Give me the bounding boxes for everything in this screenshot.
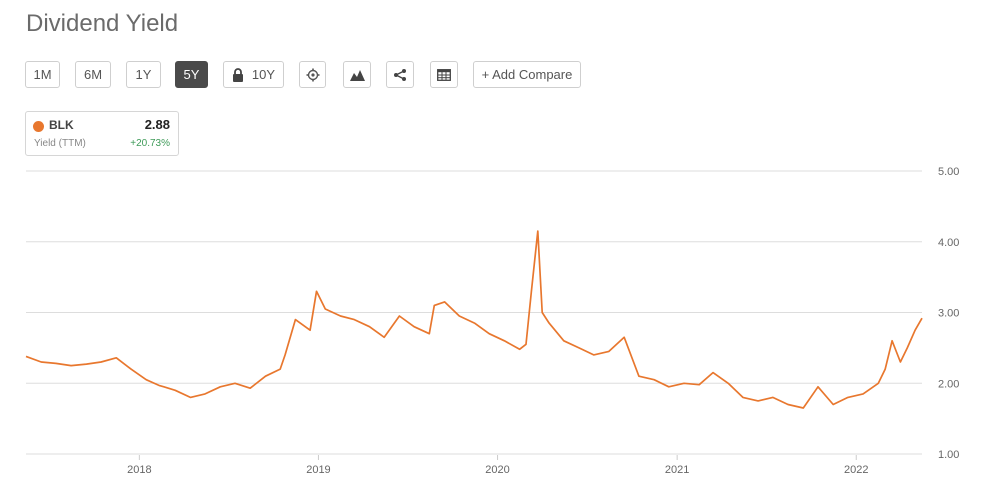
mountain-chart-icon bbox=[349, 68, 365, 81]
x-tick-label: 2020 bbox=[485, 464, 509, 476]
y-tick-label: 1.00 bbox=[938, 449, 959, 461]
table-view-button[interactable] bbox=[430, 61, 458, 88]
y-tick-label: 5.00 bbox=[938, 166, 959, 178]
series-line-blk bbox=[25, 230, 923, 409]
range-1y-button[interactable]: 1Y bbox=[126, 61, 161, 88]
x-tick-label: 2021 bbox=[665, 464, 689, 476]
dividend-yield-chart: 5.00 4.00 3.00 2.00 1.00 2018 2019 2020 2021 202… bbox=[25, 166, 959, 476]
share-button[interactable] bbox=[386, 61, 414, 88]
table-icon bbox=[437, 68, 451, 81]
page-title: Dividend Yield bbox=[26, 10, 179, 37]
legend-ticker: BLK bbox=[49, 118, 74, 132]
chart-type-button[interactable] bbox=[343, 61, 371, 88]
y-tick-label: 4.00 bbox=[938, 237, 959, 249]
gear-icon bbox=[306, 68, 320, 82]
x-tick-label: 2022 bbox=[844, 464, 868, 476]
legend-metric: Yield (TTM) bbox=[34, 138, 86, 149]
y-tick-label: 2.00 bbox=[938, 378, 959, 390]
y-tick-label: 3.00 bbox=[938, 308, 959, 320]
add-compare-button[interactable]: + Add Compare bbox=[473, 61, 581, 88]
range-1m-button[interactable]: 1M bbox=[25, 61, 60, 88]
lock-icon bbox=[232, 67, 244, 82]
x-tick-label: 2019 bbox=[306, 464, 330, 476]
range-10y-label: 10Y bbox=[251, 67, 276, 82]
range-5y-button[interactable]: 5Y bbox=[175, 61, 208, 88]
share-icon bbox=[393, 68, 407, 82]
legend-change: +20.73% bbox=[130, 138, 170, 149]
settings-button[interactable] bbox=[299, 61, 326, 88]
legend-value: 2.88 bbox=[144, 117, 170, 132]
x-tick-label: 2018 bbox=[127, 464, 151, 476]
series-color-dot bbox=[33, 121, 44, 132]
series-legend: BLK 2.88 Yield (TTM) +20.73% bbox=[25, 111, 179, 156]
range-6m-button[interactable]: 6M bbox=[75, 61, 111, 88]
range-10y-button[interactable]: 10Y bbox=[223, 61, 284, 88]
